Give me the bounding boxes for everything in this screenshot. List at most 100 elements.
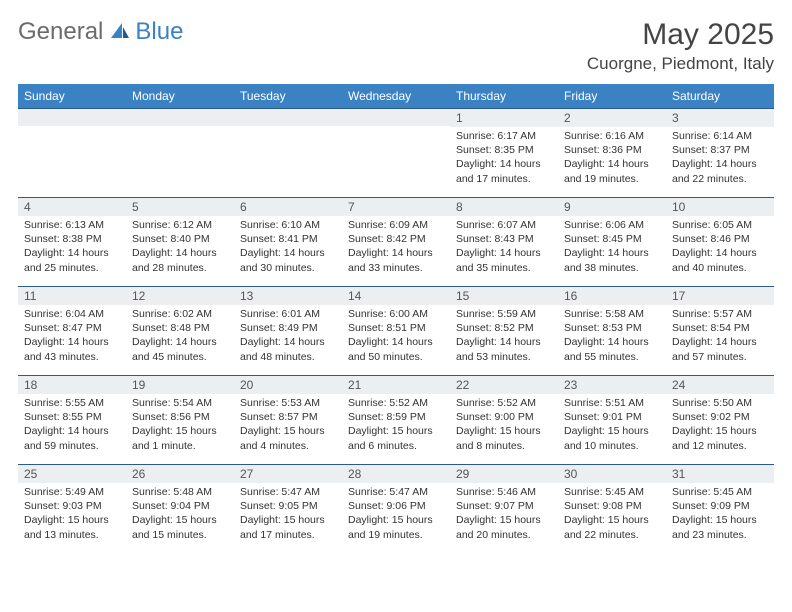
day-number: 13 (234, 286, 342, 305)
daylight-line: Daylight: 14 hours and 57 minutes. (672, 335, 768, 363)
calendar-cell: 13Sunrise: 6:01 AMSunset: 8:49 PMDayligh… (234, 286, 342, 375)
sunrise-line: Sunrise: 5:49 AM (24, 485, 120, 499)
calendar-cell (342, 108, 450, 197)
sunrise-line: Sunrise: 6:13 AM (24, 218, 120, 232)
sunset-line: Sunset: 8:45 PM (564, 232, 660, 246)
day-number: 24 (666, 375, 774, 394)
empty-day-header (126, 108, 234, 126)
empty-day-header (234, 108, 342, 126)
sunrise-line: Sunrise: 5:45 AM (672, 485, 768, 499)
day-number: 11 (18, 286, 126, 305)
calendar-cell: 22Sunrise: 5:52 AMSunset: 9:00 PMDayligh… (450, 375, 558, 464)
daylight-line: Daylight: 15 hours and 13 minutes. (24, 513, 120, 541)
day-number: 21 (342, 375, 450, 394)
day-number: 1 (450, 108, 558, 127)
day-number: 29 (450, 464, 558, 483)
day-number: 17 (666, 286, 774, 305)
calendar-cell: 12Sunrise: 6:02 AMSunset: 8:48 PMDayligh… (126, 286, 234, 375)
day-body: Sunrise: 5:54 AMSunset: 8:56 PMDaylight:… (126, 394, 234, 457)
day-number: 18 (18, 375, 126, 394)
sunset-line: Sunset: 8:38 PM (24, 232, 120, 246)
sunset-line: Sunset: 8:57 PM (240, 410, 336, 424)
sunrise-line: Sunrise: 5:46 AM (456, 485, 552, 499)
sunrise-line: Sunrise: 5:54 AM (132, 396, 228, 410)
daylight-line: Daylight: 14 hours and 55 minutes. (564, 335, 660, 363)
daylight-line: Daylight: 15 hours and 8 minutes. (456, 424, 552, 452)
day-body: Sunrise: 5:48 AMSunset: 9:04 PMDaylight:… (126, 483, 234, 546)
sunrise-line: Sunrise: 6:14 AM (672, 129, 768, 143)
calendar-cell: 20Sunrise: 5:53 AMSunset: 8:57 PMDayligh… (234, 375, 342, 464)
calendar-cell: 6Sunrise: 6:10 AMSunset: 8:41 PMDaylight… (234, 197, 342, 286)
daylight-line: Daylight: 15 hours and 17 minutes. (240, 513, 336, 541)
day-body: Sunrise: 6:16 AMSunset: 8:36 PMDaylight:… (558, 127, 666, 190)
day-body: Sunrise: 6:00 AMSunset: 8:51 PMDaylight:… (342, 305, 450, 368)
daylight-line: Daylight: 15 hours and 20 minutes. (456, 513, 552, 541)
day-body: Sunrise: 6:14 AMSunset: 8:37 PMDaylight:… (666, 127, 774, 190)
calendar-cell (18, 108, 126, 197)
calendar-cell: 14Sunrise: 6:00 AMSunset: 8:51 PMDayligh… (342, 286, 450, 375)
sunset-line: Sunset: 9:01 PM (564, 410, 660, 424)
calendar-week-row: 1Sunrise: 6:17 AMSunset: 8:35 PMDaylight… (18, 108, 774, 197)
sunrise-line: Sunrise: 6:04 AM (24, 307, 120, 321)
calendar-cell: 3Sunrise: 6:14 AMSunset: 8:37 PMDaylight… (666, 108, 774, 197)
sunset-line: Sunset: 8:48 PM (132, 321, 228, 335)
day-header: Monday (126, 84, 234, 108)
sunset-line: Sunset: 8:40 PM (132, 232, 228, 246)
sunrise-line: Sunrise: 5:53 AM (240, 396, 336, 410)
calendar-table: SundayMondayTuesdayWednesdayThursdayFrid… (18, 84, 774, 553)
day-number: 12 (126, 286, 234, 305)
sunset-line: Sunset: 9:03 PM (24, 499, 120, 513)
day-number: 23 (558, 375, 666, 394)
sunrise-line: Sunrise: 6:16 AM (564, 129, 660, 143)
sunset-line: Sunset: 8:51 PM (348, 321, 444, 335)
calendar-cell: 30Sunrise: 5:45 AMSunset: 9:08 PMDayligh… (558, 464, 666, 553)
header: General Blue May 2025 Cuorgne, Piedmont,… (18, 18, 774, 74)
day-number: 26 (126, 464, 234, 483)
calendar-cell: 26Sunrise: 5:48 AMSunset: 9:04 PMDayligh… (126, 464, 234, 553)
calendar-week-row: 4Sunrise: 6:13 AMSunset: 8:38 PMDaylight… (18, 197, 774, 286)
day-number: 22 (450, 375, 558, 394)
calendar-cell: 28Sunrise: 5:47 AMSunset: 9:06 PMDayligh… (342, 464, 450, 553)
day-body: Sunrise: 6:13 AMSunset: 8:38 PMDaylight:… (18, 216, 126, 279)
sunset-line: Sunset: 9:02 PM (672, 410, 768, 424)
daylight-line: Daylight: 15 hours and 1 minute. (132, 424, 228, 452)
sunset-line: Sunset: 8:49 PM (240, 321, 336, 335)
daylight-line: Daylight: 14 hours and 35 minutes. (456, 246, 552, 274)
day-number: 8 (450, 197, 558, 216)
sunset-line: Sunset: 8:46 PM (672, 232, 768, 246)
sunset-line: Sunset: 8:43 PM (456, 232, 552, 246)
calendar-cell: 8 Sunrise: 6:07 AMSunset: 8:43 PMDaylight… (450, 197, 558, 286)
calendar-week-row: 11Sunrise: 6:04 AMSunset: 8:47 PMDayligh… (18, 286, 774, 375)
calendar-cell: 18Sunrise: 5:55 AMSunset: 8:55 PMDayligh… (18, 375, 126, 464)
day-number: 3 (666, 108, 774, 127)
daylight-line: Daylight: 14 hours and 30 minutes. (240, 246, 336, 274)
sunset-line: Sunset: 8:55 PM (24, 410, 120, 424)
day-body: Sunrise: 6:06 AMSunset: 8:45 PMDaylight:… (558, 216, 666, 279)
sunrise-line: Sunrise: 6:17 AM (456, 129, 552, 143)
sunrise-line: Sunrise: 6:07 AM (456, 218, 552, 232)
day-body: Sunrise: 5:58 AMSunset: 8:53 PMDaylight:… (558, 305, 666, 368)
sunrise-line: Sunrise: 5:47 AM (348, 485, 444, 499)
day-number: 14 (342, 286, 450, 305)
sunrise-line: Sunrise: 5:58 AM (564, 307, 660, 321)
day-body: Sunrise: 5:51 AMSunset: 9:01 PMDaylight:… (558, 394, 666, 457)
calendar-week-row: 18Sunrise: 5:55 AMSunset: 8:55 PMDayligh… (18, 375, 774, 464)
sunrise-line: Sunrise: 5:57 AM (672, 307, 768, 321)
location: Cuorgne, Piedmont, Italy (587, 54, 774, 74)
sunset-line: Sunset: 9:00 PM (456, 410, 552, 424)
day-number: 7 (342, 197, 450, 216)
day-number: 6 (234, 197, 342, 216)
calendar-cell: 19Sunrise: 5:54 AMSunset: 8:56 PMDayligh… (126, 375, 234, 464)
sunrise-line: Sunrise: 6:01 AM (240, 307, 336, 321)
calendar-cell: 7Sunrise: 6:09 AMSunset: 8:42 PMDaylight… (342, 197, 450, 286)
day-body: Sunrise: 5:52 AMSunset: 8:59 PMDaylight:… (342, 394, 450, 457)
calendar-cell: 31Sunrise: 5:45 AMSunset: 9:09 PMDayligh… (666, 464, 774, 553)
calendar-cell: 4Sunrise: 6:13 AMSunset: 8:38 PMDaylight… (18, 197, 126, 286)
sunset-line: Sunset: 8:52 PM (456, 321, 552, 335)
day-number: 28 (342, 464, 450, 483)
daylight-line: Daylight: 15 hours and 10 minutes. (564, 424, 660, 452)
day-body: Sunrise: 5:45 AMSunset: 9:08 PMDaylight:… (558, 483, 666, 546)
day-body: Sunrise: 6:09 AMSunset: 8:42 PMDaylight:… (342, 216, 450, 279)
sunrise-line: Sunrise: 6:10 AM (240, 218, 336, 232)
daylight-line: Daylight: 15 hours and 23 minutes. (672, 513, 768, 541)
